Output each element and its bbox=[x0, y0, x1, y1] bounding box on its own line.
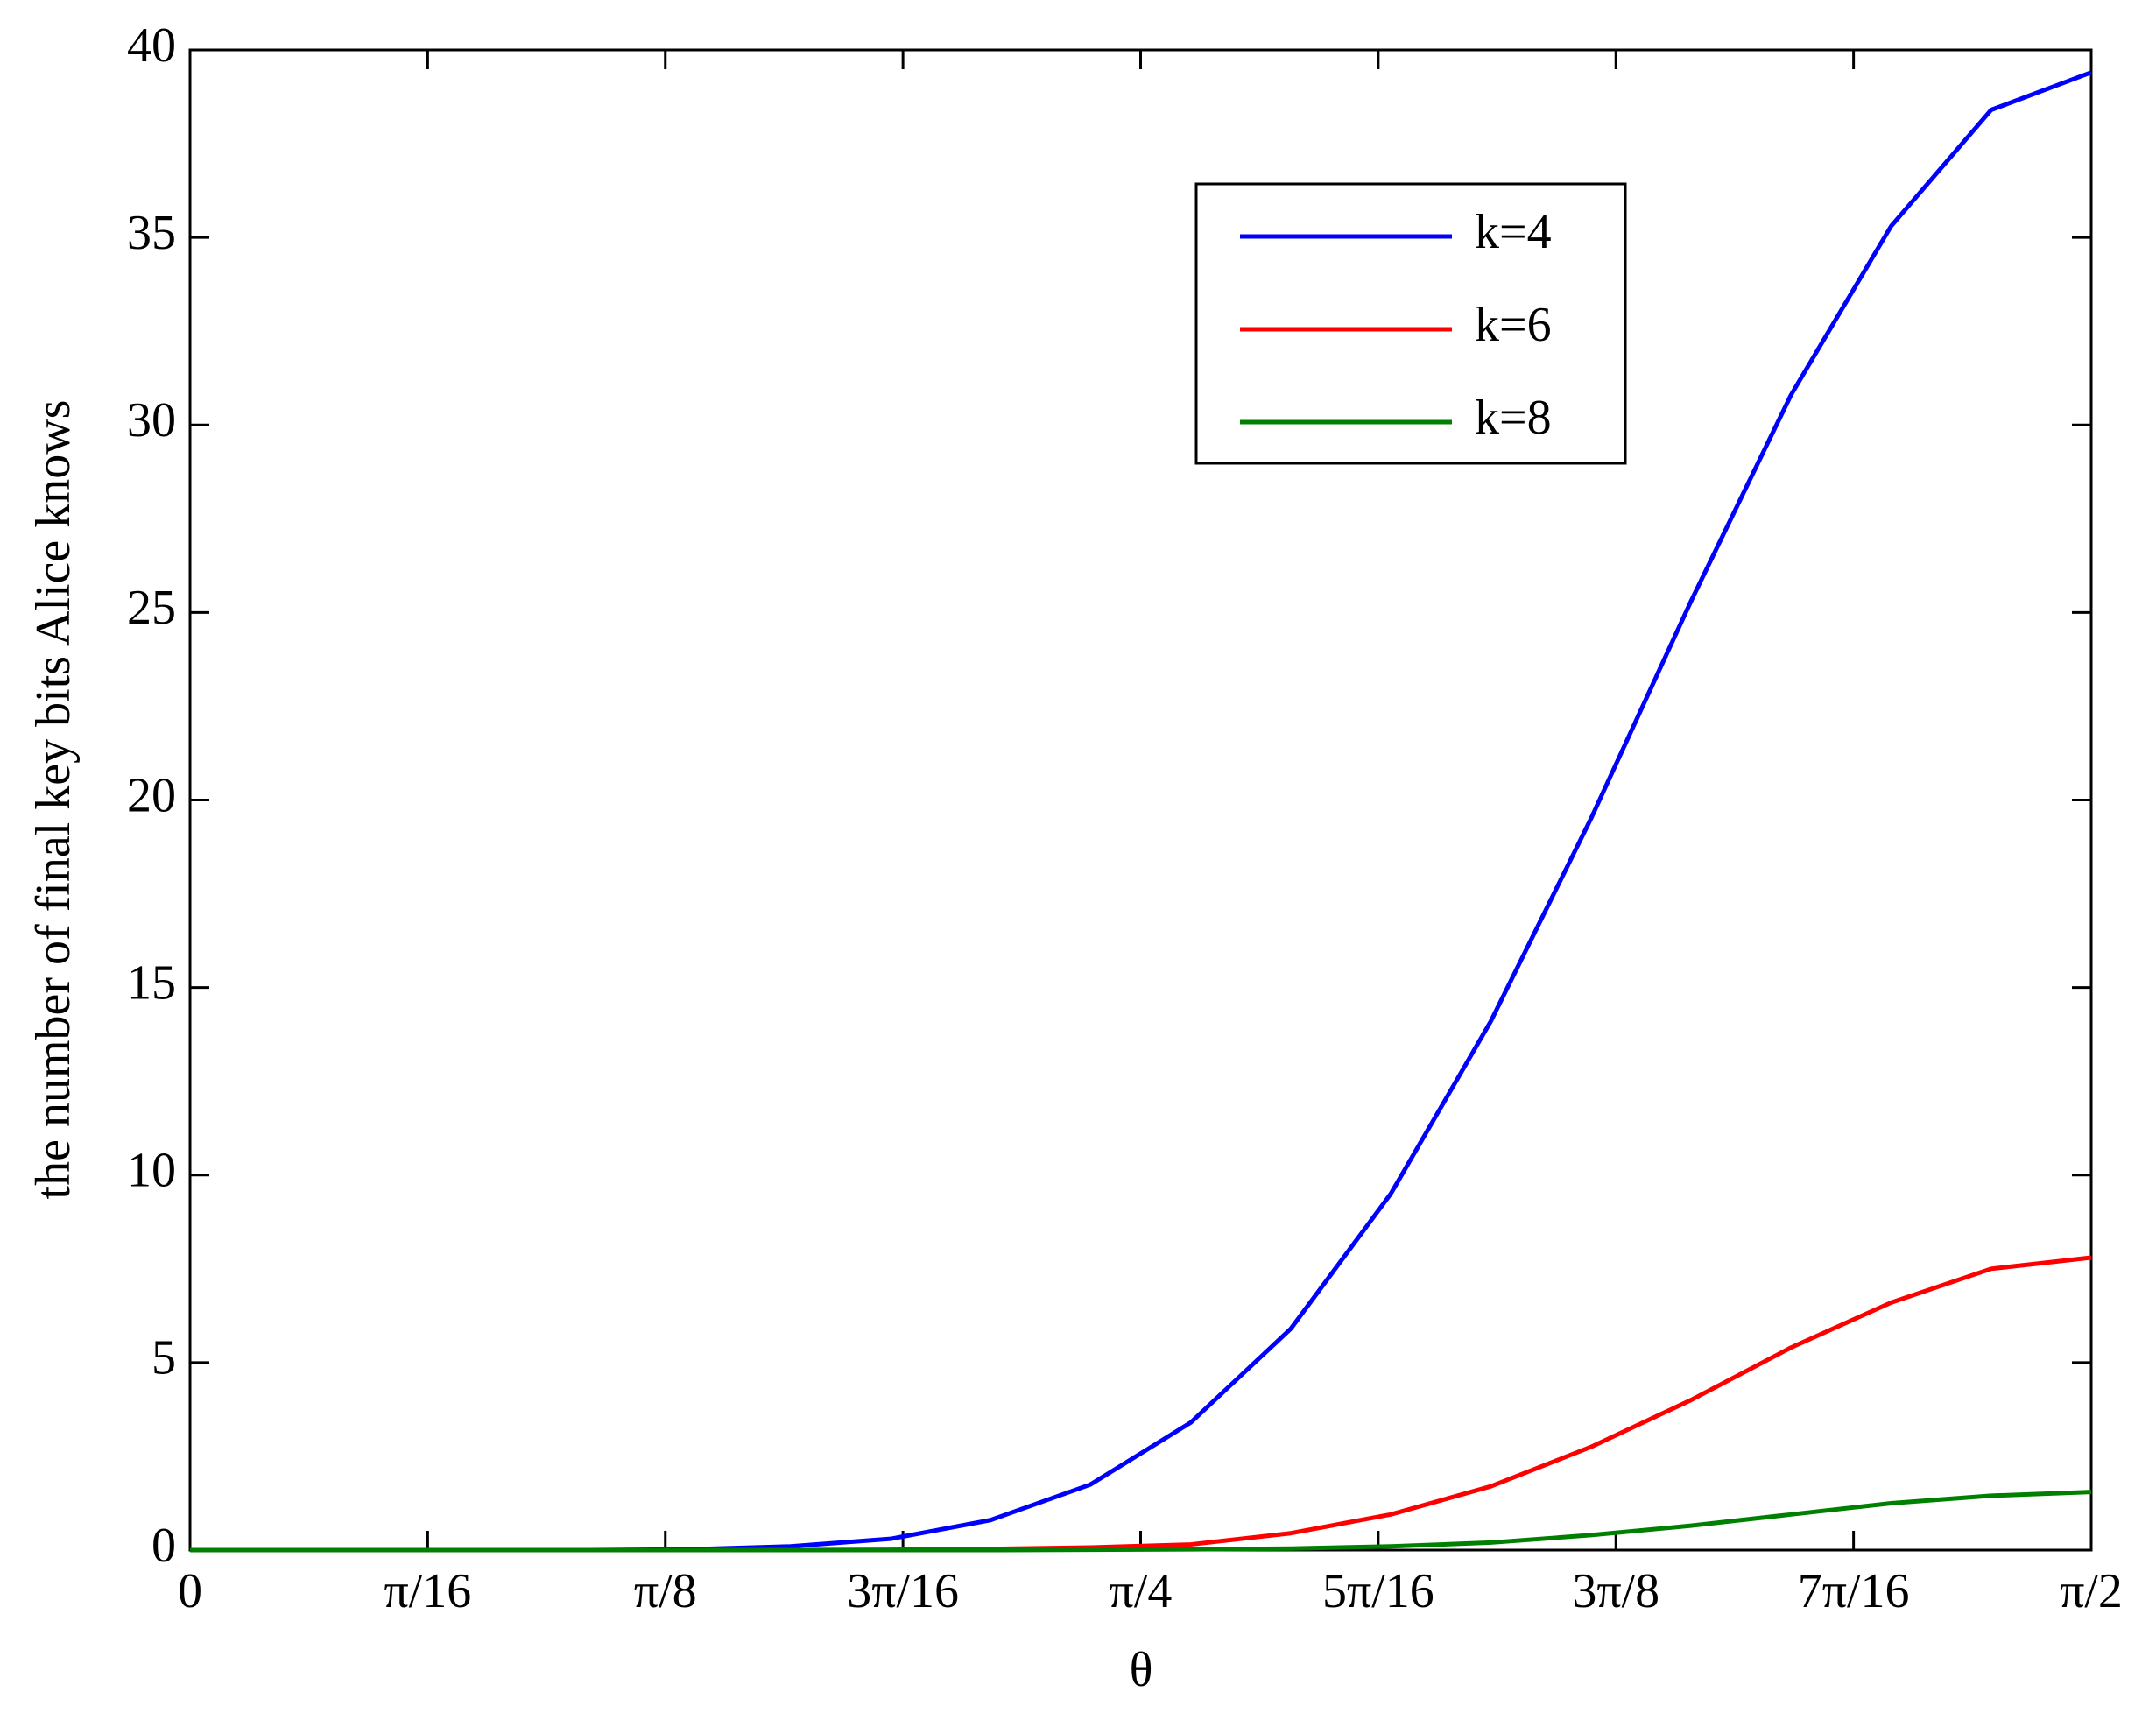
y-tick-label: 35 bbox=[127, 206, 176, 260]
y-tick-label: 15 bbox=[127, 955, 176, 1010]
x-axis-label: θ bbox=[1130, 1643, 1153, 1697]
legend-label: k=8 bbox=[1475, 391, 1552, 445]
y-tick-label: 25 bbox=[127, 581, 176, 635]
x-tick-label: π/16 bbox=[384, 1564, 471, 1618]
y-tick-label: 20 bbox=[127, 768, 176, 822]
x-tick-label: 5π/16 bbox=[1322, 1564, 1434, 1618]
y-axis-label: the number of final key bits Alice knows bbox=[26, 400, 81, 1200]
y-tick-label: 5 bbox=[151, 1331, 176, 1385]
x-tick-label: 3π/16 bbox=[847, 1564, 959, 1618]
x-tick-label: π/2 bbox=[2060, 1564, 2123, 1618]
y-tick-label: 40 bbox=[127, 18, 176, 73]
legend-label: k=6 bbox=[1475, 298, 1552, 352]
x-tick-label: 7π/16 bbox=[1798, 1564, 1910, 1618]
x-tick-label: π/4 bbox=[1110, 1564, 1173, 1618]
y-tick-label: 30 bbox=[127, 393, 176, 448]
y-tick-label: 10 bbox=[127, 1144, 176, 1198]
x-tick-label: 3π/8 bbox=[1572, 1564, 1659, 1618]
x-tick-label: π/8 bbox=[634, 1564, 697, 1618]
data-line bbox=[190, 1490, 2092, 1553]
legend-box bbox=[1194, 182, 1627, 465]
x-tick-label: 0 bbox=[178, 1564, 202, 1618]
legend-label: k=4 bbox=[1475, 205, 1552, 259]
y-tick-label: 0 bbox=[151, 1519, 176, 1573]
